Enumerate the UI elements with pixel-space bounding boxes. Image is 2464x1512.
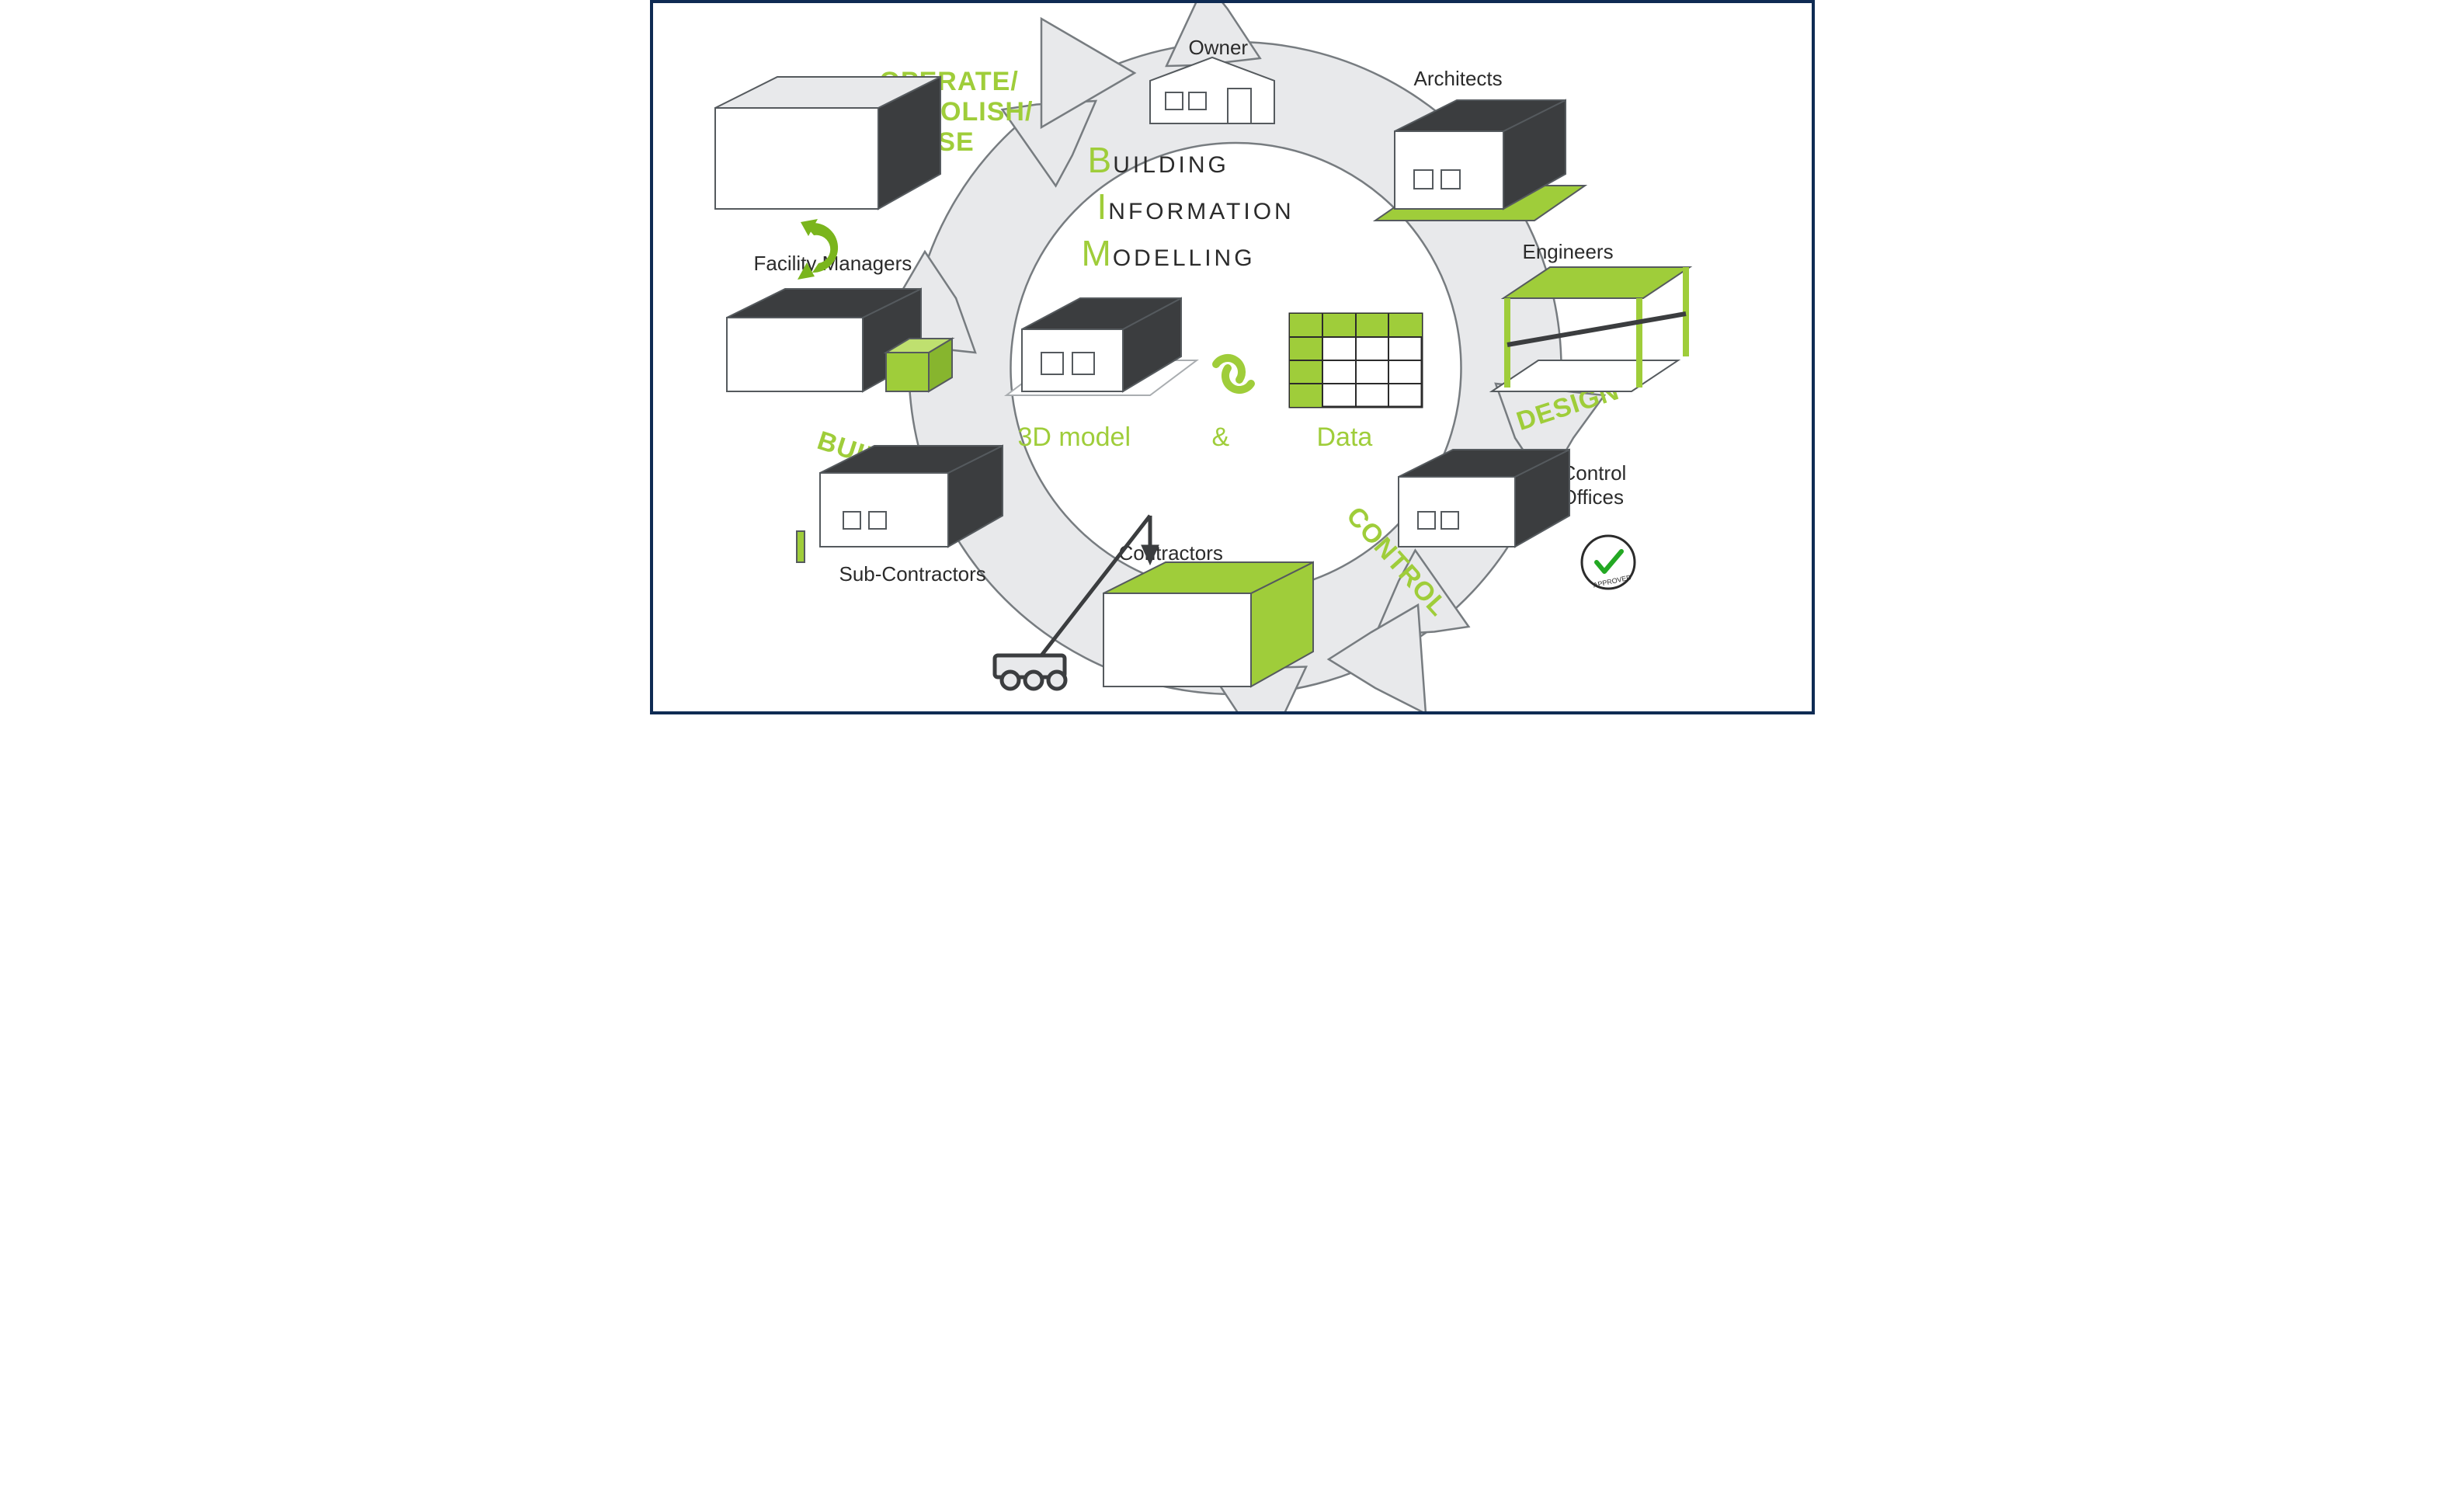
cap-b: B [1088,139,1112,181]
rest-modelling: ODELLING [1113,245,1256,272]
lifecycle-ring [653,3,1815,714]
label-3d-model: 3D model [1018,422,1131,453]
center-building: B UILDING [1088,139,1229,181]
cap-i: I [1097,186,1107,228]
rest-information: NFORMATION [1108,199,1294,225]
label-amp: & [1212,422,1230,453]
role-architects: Architects [1414,67,1503,91]
phase-operate: OPERATE/ DEMOLISH/ REUSE [880,67,1034,158]
role-sub-contractors: Sub-Contractors [839,562,986,586]
role-control-offices: Control Offices [1562,461,1627,509]
role-owner: Owner [1189,36,1249,60]
center-modelling: M ODELLING [1082,232,1256,274]
role-engineers: Engineers [1523,240,1614,264]
label-data: Data [1317,422,1373,453]
rest-building: UILDING [1113,152,1229,179]
role-facility-managers: Facility Managers [754,252,912,276]
role-contractors: Contractors [1119,541,1223,565]
cap-m: M [1082,232,1111,274]
center-information: I NFORMATION [1097,186,1295,228]
diagram-frame: B UILDING I NFORMATION M ODELLING [650,0,1815,714]
